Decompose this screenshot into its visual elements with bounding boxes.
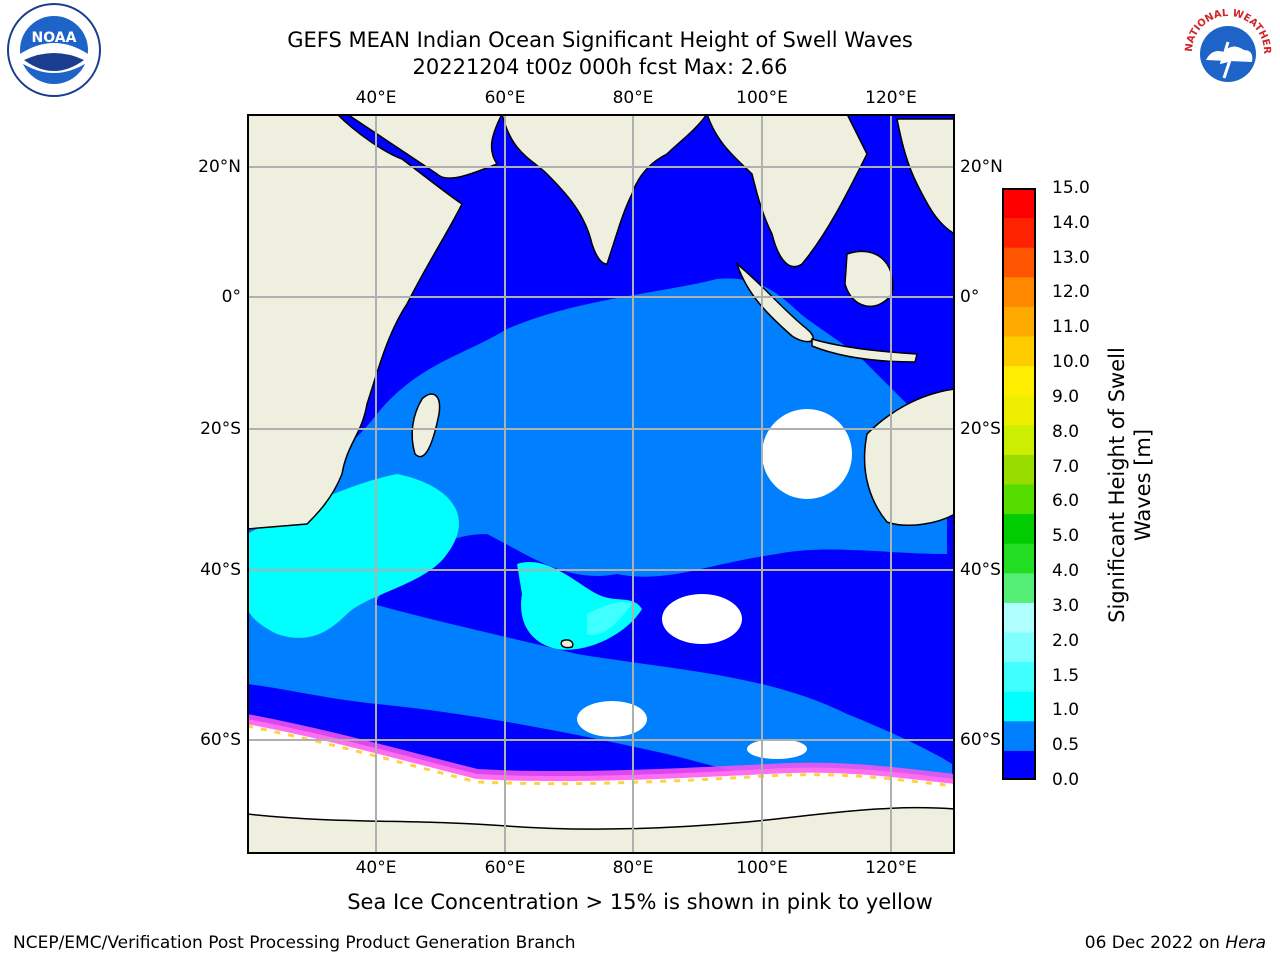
colorbar-tick-label: 13.0 [1052, 247, 1090, 268]
colorbar-tick-label: 8.0 [1052, 421, 1080, 442]
colorbar-tick-label: 1.5 [1052, 665, 1080, 686]
lon-tick-bottom: 100°E [736, 858, 788, 878]
colorbar-tick-label: 14.0 [1052, 212, 1090, 233]
colorbar-tick-label: 5.0 [1052, 526, 1080, 547]
colorbar-tick-label: 9.0 [1052, 386, 1080, 407]
lat-tick-left: 20°N [198, 157, 241, 177]
lon-tick-top: 120°E [865, 88, 917, 108]
colorbar-swatch [1003, 543, 1035, 574]
sea-ice-band [247, 714, 955, 784]
lat-tick-right: 20°N [960, 157, 1003, 177]
sea-ice-band-yellow [247, 724, 955, 788]
colorbar-tick-label: 12.0 [1052, 282, 1090, 303]
colorbar-swatch [1003, 691, 1035, 722]
colorbar-tick-label: 0.0 [1052, 770, 1080, 790]
colorbar-tick-label: 10.0 [1052, 352, 1090, 373]
colorbar-tick-label: 15.0 [1052, 178, 1090, 198]
colorbar [1002, 188, 1036, 780]
footer-date: 06 Dec 2022 on Hera [1085, 933, 1266, 953]
colorbar-tick-label: 11.0 [1052, 317, 1090, 338]
chart-title: GEFS MEAN Indian Ocean Significant Heigh… [287, 28, 913, 52]
lon-tick-top: 80°E [612, 88, 654, 108]
colorbar-swatch [1003, 602, 1035, 633]
colorbar-swatch [1003, 424, 1035, 455]
swell-high-central [517, 561, 642, 650]
lon-tick-top: 60°E [484, 88, 526, 108]
swell-high-patch [587, 602, 632, 635]
colorbar-label-line2: Waves [m] [1131, 428, 1155, 542]
colorbar-swatch [1003, 336, 1035, 367]
nodata-patches [577, 409, 852, 759]
colorbar-swatch [1003, 632, 1035, 663]
lon-tick-bottom: 40°E [355, 858, 397, 878]
colorbar-swatch [1003, 454, 1035, 485]
map-panel [247, 114, 955, 854]
map-graticule [247, 114, 955, 854]
colorbar-frame [1002, 188, 1036, 780]
lat-tick-right: 20°S [960, 419, 1001, 439]
noaa-logo: NOAA [7, 3, 101, 97]
noaa-logo-text: NOAA [32, 30, 77, 46]
colorbar-swatch [1003, 484, 1035, 515]
lat-tick-right: 60°S [960, 730, 1001, 750]
colorbar-swatch [1003, 572, 1035, 603]
colorbar-swatch [1003, 217, 1035, 248]
colorbar-tick-label: 4.0 [1052, 561, 1080, 582]
lon-tick-bottom: 60°E [484, 858, 526, 878]
colorbar-swatch [1003, 661, 1035, 692]
colorbar-tick-label: 0.5 [1052, 735, 1080, 756]
lat-tick-right: 40°S [960, 560, 1001, 580]
colorbar-swatch [1003, 247, 1035, 278]
lon-tick-top: 40°E [355, 88, 397, 108]
lon-tick-bottom: 120°E [865, 858, 917, 878]
lat-tick-right: 0° [960, 287, 980, 307]
colorbar-swatch [1003, 513, 1035, 544]
land-masses [247, 114, 955, 854]
lat-tick-left: 0° [221, 287, 241, 307]
chart-subtitle: 20221204 t00z 000h fcst Max: 2.66 [412, 55, 788, 79]
colorbar-tick-label: 3.0 [1052, 595, 1080, 616]
footer-date-text: 06 Dec 2022 on [1084, 933, 1220, 953]
colorbar-tick-label: 7.0 [1052, 456, 1080, 477]
map-frame [247, 114, 955, 854]
nws-logo: NATIONAL WEATHER SERVICE [1178, 2, 1274, 98]
colorbar-swatch [1003, 276, 1035, 307]
sea-ice-caption: Sea Ice Concentration > 15% is shown in … [347, 890, 933, 914]
lon-tick-bottom: 80°E [612, 858, 654, 878]
colorbar-tick-label: 2.0 [1052, 630, 1080, 651]
colorbar-tick-label: 6.0 [1052, 491, 1080, 512]
footer-host: Hera [1225, 933, 1266, 953]
lat-tick-left: 20°S [200, 419, 241, 439]
colorbar-swatch [1003, 365, 1035, 396]
footer-branch: NCEP/EMC/Verification Post Processing Pr… [13, 933, 576, 953]
swell-mid-region [247, 278, 947, 674]
colorbar-label-line1: Significant Height of Swell [1105, 347, 1129, 623]
colorbar-swatch [1003, 395, 1035, 426]
colorbar-swatch [1003, 188, 1035, 219]
lat-tick-left: 60°S [200, 730, 241, 750]
colorbar-swatch [1003, 720, 1035, 751]
lon-tick-top: 100°E [736, 88, 788, 108]
lat-tick-left: 40°S [200, 560, 241, 580]
colorbar-tick-label: 1.0 [1052, 700, 1080, 721]
colorbar-label: Significant Height of Swell Waves [m] [1104, 285, 1156, 685]
colorbar-swatch [1003, 306, 1035, 337]
colorbar-swatch [1003, 750, 1035, 780]
